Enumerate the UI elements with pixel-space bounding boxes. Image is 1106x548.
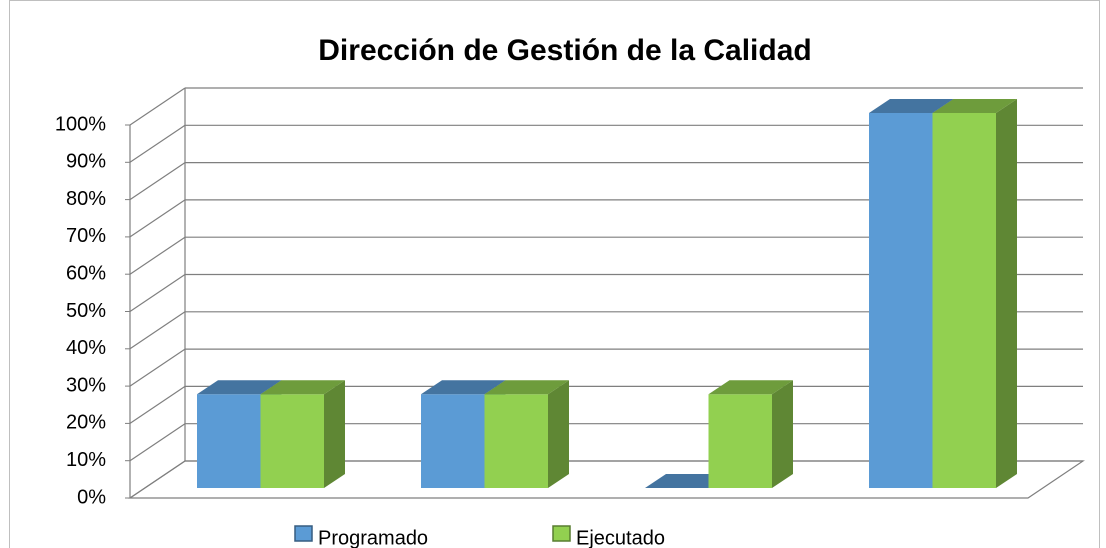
grid-line-side <box>129 162 186 201</box>
y-tick-label: 100% <box>55 113 106 135</box>
y-tick-label: 30% <box>66 374 106 396</box>
legend-swatch <box>294 525 313 542</box>
bar-side <box>772 380 793 488</box>
bar <box>421 394 485 488</box>
bar-side <box>548 380 569 488</box>
bar <box>708 394 772 488</box>
y-tick-label: 90% <box>66 151 106 173</box>
grid-line-side <box>129 385 186 424</box>
bar-side <box>996 99 1017 488</box>
y-tick-label: 40% <box>66 337 106 359</box>
bar-top <box>708 380 793 395</box>
grid-line-side <box>129 311 186 350</box>
bar <box>932 113 996 488</box>
grid-line-side <box>129 274 186 312</box>
legend-label: Programado <box>318 527 428 548</box>
grid-line-side <box>129 124 186 163</box>
bar <box>484 394 548 488</box>
bar-top <box>421 380 506 395</box>
bar <box>197 394 261 488</box>
bar-top <box>645 474 730 488</box>
grid-line-side <box>129 199 186 238</box>
bar-top <box>932 99 1017 113</box>
grid-line-side <box>129 460 186 499</box>
grid-line-side <box>129 236 186 275</box>
legend-swatch <box>552 525 571 542</box>
y-tick-label: 60% <box>66 262 106 284</box>
bar <box>869 113 933 488</box>
bar-side <box>324 380 345 488</box>
legend-label: Ejecutado <box>576 527 665 548</box>
y-tick-label: 20% <box>66 412 106 434</box>
y-tick-label: 70% <box>66 225 106 247</box>
bar-top <box>197 380 282 395</box>
chart-title: Dirección de Gestión de la Calidad <box>318 34 811 67</box>
grid-line-side <box>129 87 186 126</box>
grid-line-side <box>129 423 186 462</box>
y-tick-label: 50% <box>66 300 106 322</box>
grid-line-side <box>129 348 186 387</box>
bar-top <box>869 99 954 113</box>
y-tick-label: 10% <box>66 449 106 471</box>
bar-top <box>260 380 345 395</box>
bar <box>260 394 324 488</box>
y-tick-label: 80% <box>66 188 106 210</box>
y-tick-label: 0% <box>77 486 106 508</box>
bar-top <box>484 380 569 395</box>
